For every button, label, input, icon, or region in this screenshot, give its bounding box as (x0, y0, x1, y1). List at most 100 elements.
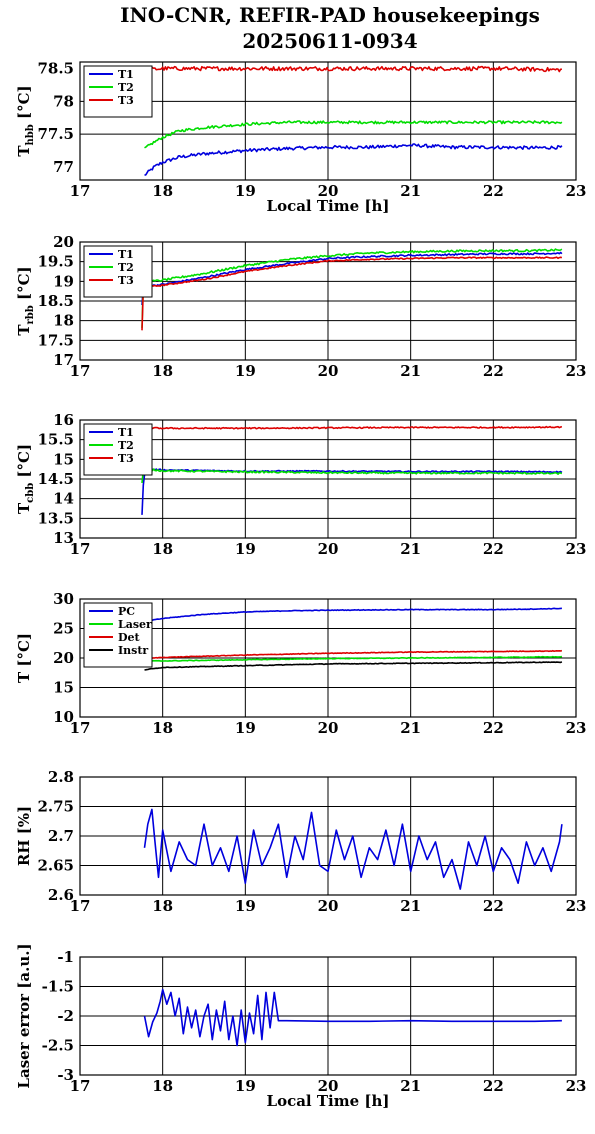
y-tick-label: 30 (53, 590, 74, 608)
y-tick-label: 15 (53, 450, 74, 468)
y-tick-label: 2.75 (37, 798, 74, 816)
legend-label: T2 (118, 81, 134, 94)
y-tick-label: 19.5 (37, 253, 74, 271)
series-line-pc (144, 607, 562, 622)
x-tick-label: 17 (70, 897, 91, 915)
series-line-t2 (144, 120, 563, 149)
panels-group: 17 18 19 20 21 22 23 77 77.5 78 78.5 Local Time [h]… (15, 60, 586, 1110)
y-tick-label: 20 (53, 233, 74, 251)
x-tick-label: 17 (70, 182, 91, 200)
legend-label: T1 (118, 426, 134, 439)
x-tick-label: 19 (235, 1077, 256, 1095)
x-tick-label: 21 (400, 1077, 421, 1095)
x-tick-label: 23 (566, 897, 587, 915)
x-tick-label: 18 (152, 362, 173, 380)
x-tick-label: 18 (152, 1077, 173, 1095)
y-tick-label: 16 (53, 411, 74, 429)
plot-frame (79, 419, 577, 539)
x-tick-label: 21 (400, 362, 421, 380)
y-tick-label: 2.6 (48, 886, 74, 904)
x-tick-label: 18 (152, 719, 173, 737)
legend-label: Instr (118, 644, 148, 657)
y-tick-label: 2.7 (48, 827, 74, 845)
y-tick-label: 18.5 (37, 292, 74, 310)
series-line-det (144, 649, 563, 660)
chart-panel-6: 17 18 19 20 21 22 23 -3 -2.5 -2 -1.5 -1 Local Time [… (15, 943, 586, 1110)
series-line-t3 (141, 425, 563, 430)
y-axis-label: Thbb [°C] (15, 85, 36, 156)
legend-label: Det (118, 631, 141, 644)
y-axis-label: Tcbb [°C] (15, 444, 36, 514)
y-tick-label: 25 (53, 620, 74, 638)
y-axis-label: Laser error [a.u.] (15, 943, 33, 1088)
chart-panel-1: 17 18 19 20 21 22 23 77 77.5 78 78.5 Local Time [h]… (15, 60, 586, 215)
y-axis-label: RH [%] (15, 806, 33, 866)
x-tick-label: 20 (318, 182, 339, 200)
x-tick-label: 20 (318, 1077, 339, 1095)
y-tick-label: -3 (57, 1066, 74, 1084)
x-tick-label: 21 (400, 182, 421, 200)
plot-frame (79, 61, 577, 181)
y-tick-label: 13.5 (37, 509, 74, 527)
y-tick-label: -1 (57, 948, 74, 966)
y-axis-label: T [°C] (15, 633, 33, 683)
series-line-data (143, 988, 562, 1047)
y-tick-label: 17.5 (37, 331, 74, 349)
x-tick-label: 21 (400, 897, 421, 915)
series-line-t2 (141, 467, 563, 484)
y-tick-label: 78 (53, 92, 74, 110)
legend-label: T1 (118, 248, 134, 261)
legend-label: T3 (118, 274, 134, 287)
x-tick-label: 19 (235, 719, 256, 737)
legend-label: Laser (118, 618, 152, 631)
x-tick-label: 23 (566, 540, 587, 558)
chart-panel-5: 17 18 19 20 21 22 23 2.6 2.65 2.7 2.75 2.8 RH [%] (15, 768, 586, 915)
x-tick-label: 23 (566, 719, 587, 737)
x-tick-label: 19 (235, 182, 256, 200)
series-line-t1 (141, 467, 563, 515)
x-axis-label: Local Time [h] (267, 1092, 390, 1110)
x-tick-label: 19 (235, 897, 256, 915)
series-line-instr (144, 661, 563, 671)
y-tick-label: 15 (53, 679, 74, 697)
x-tick-label: 20 (318, 540, 339, 558)
x-tick-label: 23 (566, 362, 587, 380)
x-tick-label: 22 (483, 362, 504, 380)
x-tick-label: 20 (318, 362, 339, 380)
series-line-t3 (141, 256, 563, 331)
legend-label: T2 (118, 439, 134, 452)
y-tick-label: -2 (57, 1007, 74, 1025)
series-line-t1 (141, 251, 563, 306)
legend-label: T1 (118, 68, 134, 81)
y-tick-label: 2.65 (37, 857, 74, 875)
y-tick-label: 20 (53, 649, 74, 667)
y-tick-label: 77.5 (37, 125, 74, 143)
x-tick-label: 17 (70, 1077, 91, 1095)
x-tick-label: 18 (152, 182, 173, 200)
y-tick-label: -1.5 (42, 978, 74, 996)
y-tick-label: 13 (53, 529, 74, 547)
series-line-t3 (143, 65, 562, 73)
plot-frame (79, 598, 577, 718)
x-tick-label: 23 (566, 1077, 587, 1095)
series-line-t2 (141, 248, 563, 328)
y-tick-label: 17 (53, 351, 74, 369)
chart-panel-4: 17 18 19 20 21 22 23 10 15 20 25 30 T [°C] PCLaserDet… (15, 590, 586, 737)
y-tick-label: 14 (53, 490, 74, 508)
y-tick-label: 10 (53, 708, 74, 726)
x-tick-label: 17 (70, 540, 91, 558)
plot-frame (79, 956, 577, 1076)
legend-label: T2 (118, 261, 134, 274)
legend-box (83, 602, 153, 668)
x-tick-label: 22 (483, 719, 504, 737)
y-tick-label: 14.5 (37, 470, 74, 488)
x-tick-label: 20 (318, 719, 339, 737)
y-tick-label: 77 (53, 158, 74, 176)
x-axis-label: Local Time [h] (267, 197, 390, 215)
